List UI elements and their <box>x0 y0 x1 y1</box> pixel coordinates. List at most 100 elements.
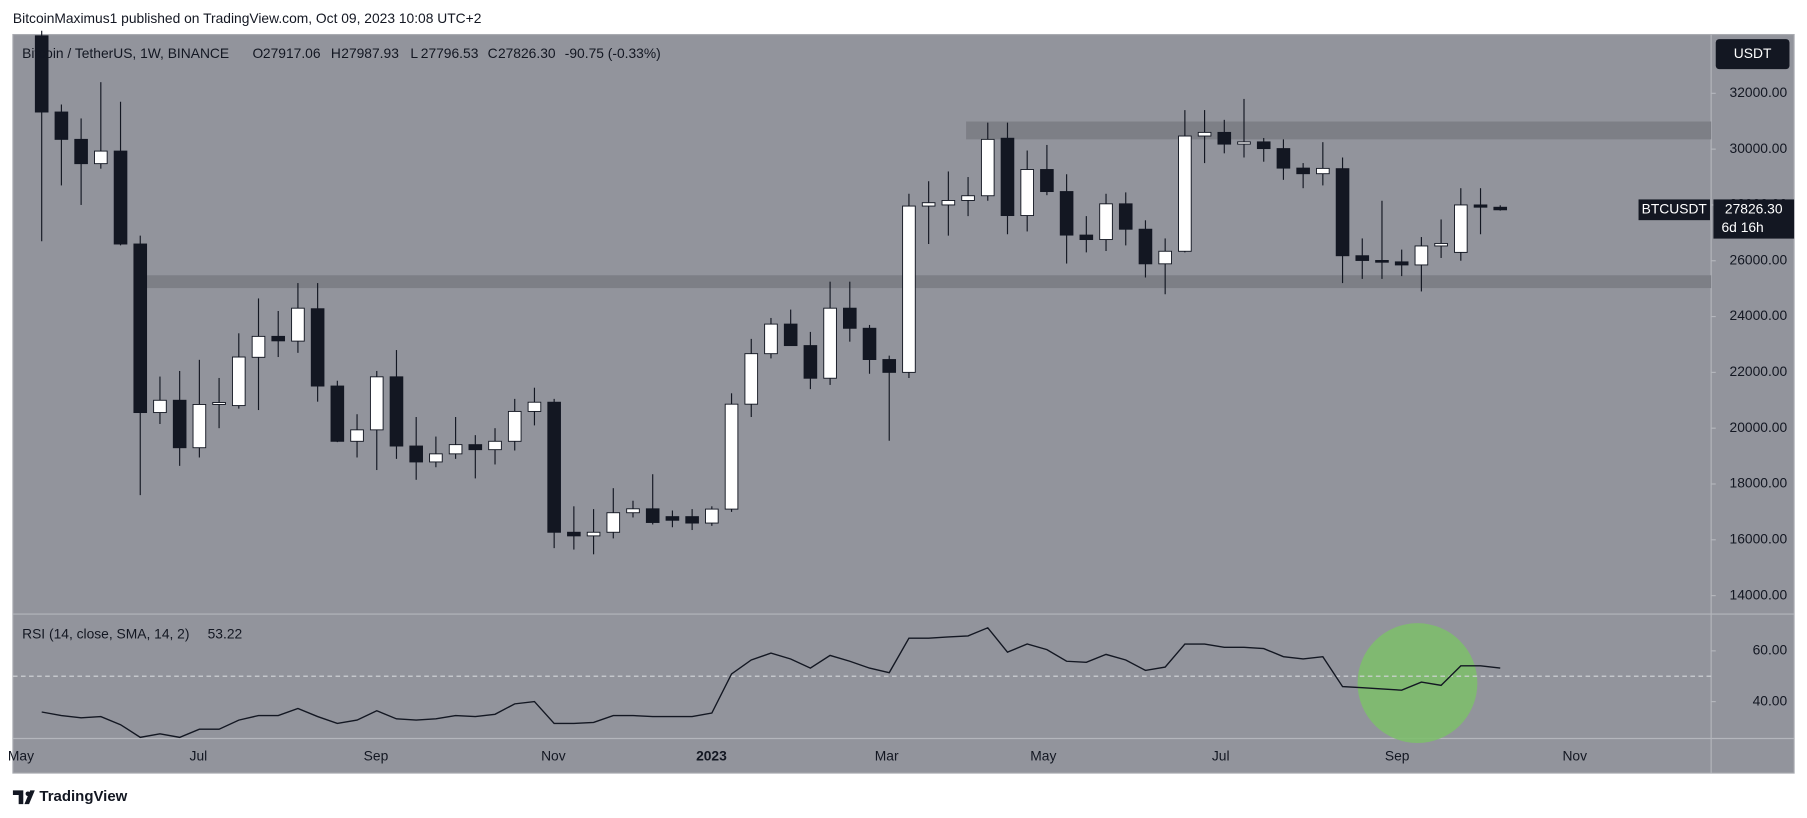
chart-frame <box>12 33 1795 774</box>
candle-body <box>1296 167 1310 175</box>
candle-body <box>133 243 148 414</box>
candle-body <box>1059 191 1074 236</box>
candle-body <box>251 335 266 358</box>
candle-body <box>764 323 778 355</box>
candle-body <box>527 401 542 412</box>
candle-body <box>823 307 837 379</box>
y-tick-label: 22000.00 <box>1730 363 1788 379</box>
candle-body <box>1394 261 1409 266</box>
candle-body <box>1020 169 1034 217</box>
candle-body <box>941 200 956 206</box>
candle-body <box>1355 255 1370 261</box>
candle-body <box>902 205 916 373</box>
candle-body <box>350 429 364 442</box>
legend-title: Bitcoin / TetherUS, 1W, BINANCE <box>22 45 229 61</box>
candle-body <box>921 202 936 207</box>
countdown-label: 6d 16h <box>1722 219 1764 235</box>
candle-body <box>705 508 719 524</box>
x-tick-label: May <box>1030 748 1056 764</box>
legend-o: 27917.06 <box>263 45 321 61</box>
candle-body <box>783 323 798 347</box>
candle-body <box>1099 203 1113 241</box>
candle-body <box>468 444 483 451</box>
y-tick-label: 26000.00 <box>1730 251 1788 267</box>
rsi-title: RSI (14, close, SMA, 14, 2) <box>22 625 189 641</box>
candle-body <box>1040 169 1054 193</box>
y-tick-label: 40.00 <box>1753 692 1788 708</box>
candle-body <box>54 111 69 140</box>
candle-body <box>1276 148 1291 169</box>
candle-body <box>113 150 128 245</box>
candle-body <box>1454 204 1468 253</box>
candle-body <box>409 445 423 463</box>
candle-body <box>172 399 187 449</box>
legend-h-label: H <box>331 45 341 61</box>
x-tick-label: Sep <box>364 748 389 764</box>
symbol-box <box>1638 199 1710 221</box>
candle-body <box>94 150 108 165</box>
candle-body <box>1256 141 1271 150</box>
candle-body <box>153 399 167 414</box>
candle-body <box>429 453 443 463</box>
candle-body <box>1158 250 1172 265</box>
candle-body <box>271 335 286 342</box>
candle-body <box>980 138 995 197</box>
candle-body <box>1237 141 1251 145</box>
candle-body <box>34 35 49 113</box>
candles <box>34 30 1508 555</box>
price-box <box>1713 199 1795 239</box>
candle-body <box>1197 131 1212 137</box>
candle-body <box>212 402 226 405</box>
candle-body <box>488 440 502 451</box>
candle-body <box>1217 131 1232 145</box>
candle-body <box>1000 137 1015 217</box>
candle-body <box>567 531 581 537</box>
currency: USDT <box>1734 45 1772 61</box>
y-tick-label: 20000.00 <box>1730 419 1788 435</box>
legend-l: 27796.53 <box>421 45 479 61</box>
candle-body <box>1375 260 1389 263</box>
candle-body <box>1434 242 1448 247</box>
candle-body <box>310 308 325 387</box>
candle-body <box>665 516 680 521</box>
candle-body <box>586 531 601 537</box>
y-tick-label: 30000.00 <box>1730 140 1788 156</box>
candle-body <box>961 195 975 201</box>
candle-body <box>1178 135 1192 252</box>
x-tick-label: Jul <box>1212 748 1230 764</box>
candle-body <box>1414 245 1429 266</box>
legend-c-label: C <box>488 45 498 61</box>
x-tick-label: 2023 <box>696 748 727 764</box>
currency-box <box>1715 39 1790 70</box>
y-tick-label: 24000.00 <box>1730 307 1788 323</box>
candle-body <box>74 138 88 165</box>
candle-body <box>1493 206 1508 211</box>
y-tick-label: 14000.00 <box>1730 586 1788 602</box>
legend-change: -90.75 (-0.33%) <box>565 45 661 61</box>
x-tick-label: May <box>8 748 34 764</box>
candle-body <box>843 307 857 329</box>
symbol-label: BTCUSDT <box>1642 200 1708 216</box>
x-tick-label: Nov <box>541 748 566 764</box>
candle-body <box>744 353 759 405</box>
x-tick-label: Sep <box>1385 748 1410 764</box>
legend-l-label: L <box>410 45 418 61</box>
y-tick-label: 16000.00 <box>1730 530 1788 546</box>
legend-c: 27826.30 <box>498 45 556 61</box>
rsi-value: 53.22 <box>208 625 243 641</box>
legend-o-label: O <box>253 45 264 61</box>
y-tick-label: 32000.00 <box>1730 84 1788 100</box>
candle-body <box>862 327 877 360</box>
x-tick-label: Mar <box>875 748 899 764</box>
legend-h: 27987.93 <box>341 45 399 61</box>
candle-body <box>882 359 897 373</box>
candle-body <box>1079 234 1094 241</box>
candle-body <box>330 385 345 442</box>
candle-body <box>1335 168 1350 257</box>
brand: TradingView <box>39 788 127 805</box>
candle-body <box>547 401 561 533</box>
candle-body <box>685 516 699 524</box>
price-zone <box>966 121 1712 140</box>
candle-body <box>291 307 305 342</box>
